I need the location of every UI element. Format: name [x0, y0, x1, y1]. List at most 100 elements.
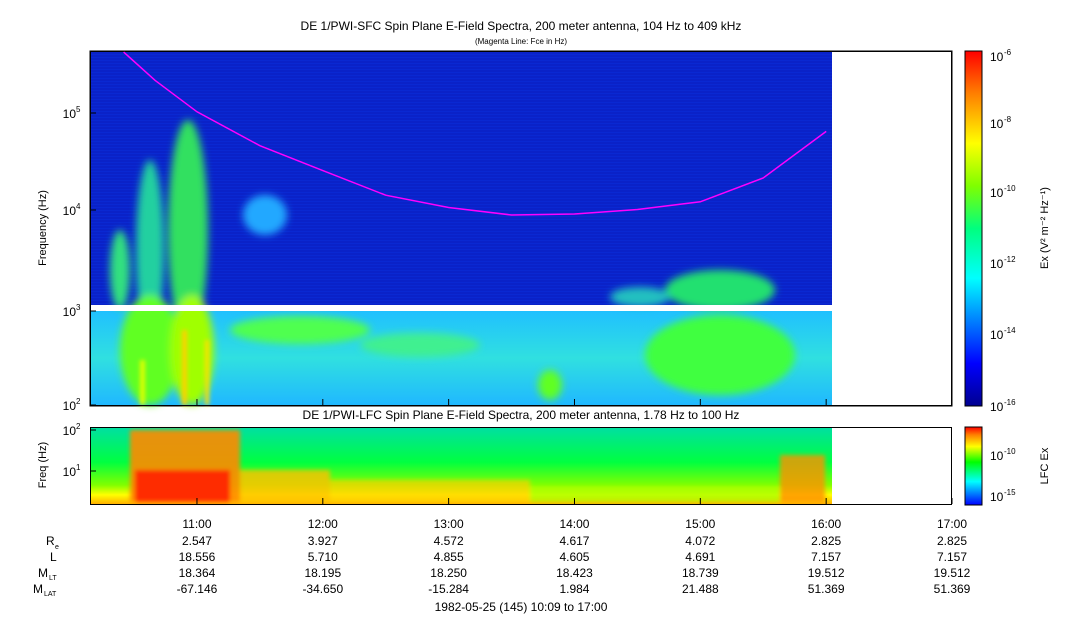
x-tick-label: 13:00 — [434, 517, 464, 531]
svg-text:LT: LT — [49, 575, 57, 582]
lfc-colorbar-tick-0: 10 -10 — [990, 447, 1016, 463]
svg-text:10: 10 — [63, 305, 77, 319]
ephemeris-value: 1.984 — [559, 582, 589, 596]
sfc-colorbar-tick-2: 10 -10 — [990, 184, 1016, 200]
ephemeris-value: 4.855 — [434, 550, 464, 564]
fce-line — [123, 51, 827, 216]
svg-text:M: M — [38, 566, 48, 580]
svg-text:e: e — [55, 544, 59, 551]
sfc-ylabel: Frequency (Hz) — [37, 190, 49, 266]
svg-text:10: 10 — [990, 328, 1004, 342]
svg-text:LAT: LAT — [44, 591, 57, 598]
sfc-colorbar-tick-0: 10 -6 — [990, 48, 1012, 64]
ephemeris-value: 7.157 — [811, 550, 841, 564]
ephemeris-value: 18.364 — [179, 566, 216, 580]
svg-text:-10: -10 — [1004, 447, 1016, 456]
ephemeris-value: 4.605 — [559, 550, 589, 564]
ephemeris-row-l: L — [50, 550, 57, 564]
svg-text:10: 10 — [63, 399, 77, 413]
svg-text:3: 3 — [76, 303, 81, 312]
svg-text:-16: -16 — [1004, 398, 1016, 407]
ephemeris-value: -15.284 — [428, 582, 469, 596]
ephemeris-value: 2.825 — [811, 534, 841, 548]
ephemeris-value: 18.739 — [682, 566, 719, 580]
x-tick-label: 16:00 — [811, 517, 841, 531]
ephemeris-row-mlat: M LAT — [33, 582, 57, 598]
ephemeris-value: 3.927 — [308, 534, 338, 548]
ephemeris-value: 2.825 — [937, 534, 967, 548]
svg-text:-12: -12 — [1004, 255, 1016, 264]
ephemeris-value: 21.488 — [682, 582, 719, 596]
ephemeris-value: 4.617 — [559, 534, 589, 548]
svg-text:10: 10 — [990, 257, 1004, 271]
ephemeris-value: 4.072 — [685, 534, 715, 548]
ephemeris-value: -34.650 — [302, 582, 343, 596]
sfc-subtitle: (Magenta Line: Fce in Hz) — [475, 37, 567, 46]
svg-text:L: L — [50, 550, 57, 564]
x-tick-label: 15:00 — [685, 517, 715, 531]
ephemeris-value: 19.512 — [934, 566, 971, 580]
svg-text:5: 5 — [76, 105, 81, 114]
ephemeris-value: 4.572 — [434, 534, 464, 548]
x-tick-label: 11:00 — [182, 517, 211, 531]
ephemeris-value: -67.146 — [177, 582, 218, 596]
svg-text:-15: -15 — [1004, 488, 1016, 497]
sfc-colorbar-tick-5: 10 -16 — [990, 398, 1016, 414]
ephemeris-value: 51.369 — [808, 582, 845, 596]
ephemeris-value: 7.157 — [937, 550, 967, 564]
svg-text:-8: -8 — [1004, 115, 1012, 124]
svg-text:10: 10 — [63, 424, 77, 438]
ephemeris-value: 18.556 — [179, 550, 216, 564]
svg-text:R: R — [46, 534, 55, 548]
lfc-colorbar — [964, 426, 983, 506]
svg-text:10: 10 — [63, 465, 77, 479]
sfc-colorbar — [964, 50, 983, 407]
x-tick-label: 12:00 — [308, 517, 338, 531]
sfc-colorbar-tick-3: 10 -12 — [990, 255, 1016, 271]
lfc-colorbar-label: LFC Ex — [1039, 447, 1051, 484]
x-tick-label: 17:00 — [937, 517, 967, 531]
svg-text:2: 2 — [76, 422, 81, 431]
svg-text:10: 10 — [990, 400, 1004, 414]
sfc-spectrogram — [89, 50, 953, 407]
lfc-title: DE 1/PWI-LFC Spin Plane E-Field Spectra,… — [303, 408, 740, 422]
svg-text:10: 10 — [990, 490, 1004, 504]
svg-text:10: 10 — [990, 117, 1004, 131]
lfc-ytick-0: 10 2 — [63, 422, 96, 438]
x-tick-label: 14:00 — [559, 517, 589, 531]
ephemeris-row-mlt: M LT — [38, 566, 57, 582]
svg-text:2: 2 — [76, 397, 81, 406]
ephemeris-value: 51.369 — [934, 582, 971, 596]
svg-text:M: M — [33, 582, 43, 596]
svg-text:10: 10 — [990, 449, 1004, 463]
sfc-ytick-0: 10 2 — [63, 397, 96, 413]
sfc-colorbar-tick-4: 10 -14 — [990, 326, 1016, 342]
svg-text:10: 10 — [63, 204, 77, 218]
lfc-ytick-1: 10 1 — [63, 463, 96, 479]
sfc-ytick-1: 10 3 — [63, 303, 96, 319]
lfc-spectrogram — [90, 427, 952, 505]
sfc-colorbar-label: Ex (V² m⁻² Hz⁻¹) — [1039, 187, 1051, 269]
x-axis-caption: 1982-05-25 (145) 10:09 to 17:00 — [435, 600, 608, 614]
svg-text:10: 10 — [990, 186, 1004, 200]
ephemeris-value: 18.423 — [556, 566, 593, 580]
svg-text:10: 10 — [63, 107, 77, 121]
sfc-title: DE 1/PWI-SFC Spin Plane E-Field Spectra,… — [301, 19, 742, 33]
svg-text:-14: -14 — [1004, 326, 1016, 335]
svg-text:-10: -10 — [1004, 184, 1016, 193]
sfc-ytick-2: 10 4 — [63, 202, 96, 218]
lfc-colorbar-tick-1: 10 -15 — [990, 488, 1016, 504]
sfc-colorbar-tick-1: 10 -8 — [990, 115, 1012, 131]
svg-text:4: 4 — [76, 202, 81, 211]
ephemeris-value: 18.195 — [304, 566, 341, 580]
lfc-ylabel: Freq (Hz) — [37, 442, 49, 488]
svg-text:10: 10 — [990, 50, 1004, 64]
svg-text:1: 1 — [76, 463, 81, 472]
ephemeris-value: 4.691 — [685, 550, 715, 564]
sfc-ytick-3: 10 5 — [63, 105, 96, 121]
ephemeris-value: 18.250 — [430, 566, 467, 580]
ephemeris-value: 5.710 — [308, 550, 338, 564]
ephemeris-value: 19.512 — [808, 566, 845, 580]
svg-text:-6: -6 — [1004, 48, 1012, 57]
